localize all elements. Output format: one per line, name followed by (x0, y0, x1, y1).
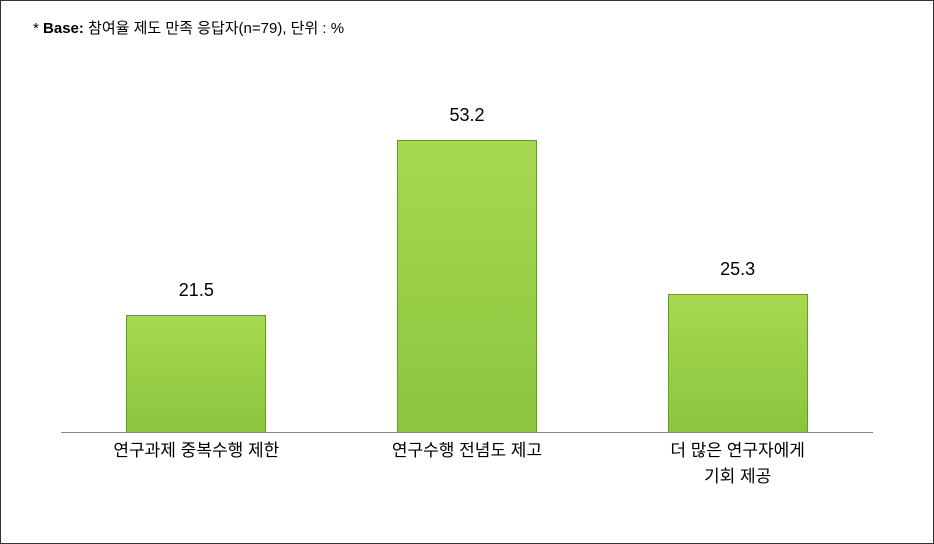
bar-category-label: 더 많은 연구자에게 기회 제공 (602, 438, 873, 489)
bar (668, 294, 808, 433)
note-text: 참여율 제도 만족 응답자(n=79), 단위 : % (84, 20, 344, 37)
bar (126, 315, 266, 433)
chart-container: * Base: 참여율 제도 만족 응답자(n=79), 단위 : % 21.5… (0, 0, 934, 544)
bar-value-label: 53.2 (449, 105, 484, 126)
bar-group: 21.5 (61, 280, 332, 433)
x-axis-line (61, 432, 873, 433)
note-bold: Base: (43, 20, 84, 37)
bar-value-label: 21.5 (179, 280, 214, 301)
bar-category-label: 연구수행 전념도 제고 (332, 438, 603, 489)
plot-area: 21.553.225.3 연구과제 중복수행 제한연구수행 전념도 제고더 많은… (61, 71, 873, 483)
bar-category-label: 연구과제 중복수행 제한 (61, 438, 332, 489)
base-note: * Base: 참여율 제도 만족 응답자(n=79), 단위 : % (33, 17, 344, 38)
bar-value-label: 25.3 (720, 259, 755, 280)
note-prefix: * (33, 20, 43, 37)
bar (397, 140, 537, 433)
bar-group: 25.3 (602, 259, 873, 433)
bar-group: 53.2 (332, 105, 603, 433)
bars-row: 21.5 53.2 25.3 (61, 103, 873, 433)
labels-row: 연구과제 중복수행 제한연구수행 전념도 제고더 많은 연구자에게 기회 제공 (61, 438, 873, 489)
